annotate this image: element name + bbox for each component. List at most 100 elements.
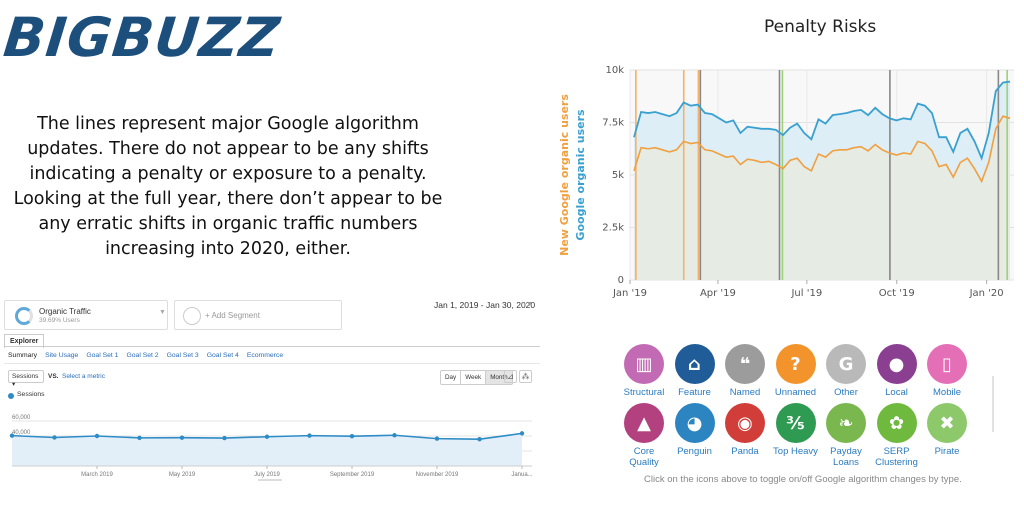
chevron-down-icon[interactable]: ▼	[526, 301, 533, 308]
y-tick-label: 5k	[612, 170, 624, 181]
algorithm-label: SERP Clustering	[875, 446, 918, 468]
chart-title: Penalty Risks	[764, 17, 877, 37]
y-axis-label-new-users: New Google organic users	[558, 94, 571, 256]
penalty-risks-chart: 0 2.5k 5k 7.5k 10k Jan '19 Apr '19 Jul '19 Oct '…	[558, 65, 1014, 299]
x-tick-label: Apr '19	[700, 288, 736, 299]
empty-ring-icon	[183, 307, 201, 325]
resize-handle	[258, 479, 282, 481]
segment-ring-icon	[15, 307, 33, 325]
x-tick-label: March 2019	[81, 472, 113, 478]
algorithm-toggle-top-heavy[interactable]: ⅗ Top Heavy	[770, 403, 822, 457]
algorithm-toggle-core-quality[interactable]: ▲ Core Quality	[618, 403, 670, 468]
sessions-point	[519, 431, 525, 436]
x-tick-label: Jan '19	[612, 288, 647, 299]
cluster-icon: ✿	[876, 403, 917, 443]
series-line-google-users	[633, 80, 1011, 161]
date-range[interactable]: Jan 1, 2019 - Jan 30, 2020	[434, 300, 536, 310]
motion-chart-icon[interactable]: ⁂	[519, 370, 532, 383]
question-icon: ?	[775, 344, 816, 384]
skull-icon: ✖	[927, 403, 967, 443]
panda-icon: ◉	[725, 403, 765, 443]
period-toggle: Day Week Month	[440, 370, 513, 385]
series-line-new-users	[633, 115, 1011, 184]
segment-selector[interactable]: Organic Traffic 39.69% Users ▼	[4, 300, 168, 330]
y-tick-label: 2.5k	[602, 223, 624, 234]
subnav-item-ecommerce[interactable]: Ecommerce	[246, 352, 284, 359]
explorer-subnav: Summary Site Usage Goal Set 1 Goal Set 2 Goa…	[8, 352, 291, 359]
add-segment-label: + Add Segment	[205, 311, 260, 320]
algorithm-toggle-local[interactable]: ● Local	[871, 344, 923, 398]
algorithm-label: Other	[834, 387, 858, 398]
period-day-button[interactable]: Day	[441, 371, 462, 384]
sessions-point	[392, 433, 397, 438]
mobile-icon: ▯	[927, 344, 967, 384]
penguin-icon: ◕	[674, 403, 715, 443]
divider	[4, 363, 540, 364]
subnav-item-goal-set-1[interactable]: Goal Set 1	[86, 352, 119, 359]
line-chart-icon[interactable]: ⊿	[504, 370, 517, 383]
flame-icon: ▲	[624, 403, 664, 443]
quote-icon: ❝	[725, 344, 765, 384]
algorithm-toggle-pirate[interactable]: ✖ Pirate	[921, 403, 973, 457]
algorithm-toggle-mobile[interactable]: ▯ Mobile	[921, 344, 973, 398]
subnav-item-goal-set-4[interactable]: Goal Set 4	[206, 352, 239, 359]
leaf-icon: ❧	[826, 403, 866, 443]
x-tick-label: Oct '19	[879, 288, 915, 299]
x-tick-label: November 2019	[416, 472, 459, 478]
x-tick-label: September 2019	[330, 472, 375, 478]
chevron-down-icon[interactable]: ▼	[159, 309, 166, 316]
sessions-point	[137, 435, 142, 441]
map-pin-icon: ●	[876, 344, 917, 384]
segment-name: Organic Traffic	[39, 307, 91, 316]
sessions-point	[222, 435, 227, 441]
algorithm-label: Penguin	[677, 446, 712, 457]
algorithm-toggle-structural[interactable]: ▥ Structural	[618, 344, 670, 398]
sessions-point	[52, 435, 57, 440]
sessions-point	[264, 434, 270, 439]
subnav-item-goal-set-3[interactable]: Goal Set 3	[166, 352, 199, 359]
bigbuzz-logo: BIGBUZZ	[0, 6, 284, 69]
algorithm-toggle-penguin[interactable]: ◕ Penguin	[669, 403, 721, 457]
algorithm-toggle-other[interactable]: G Other	[820, 344, 872, 398]
scrollbar[interactable]	[992, 376, 994, 432]
y-tick-label: 60,000	[12, 415, 31, 421]
algorithm-toggle-payday-loans[interactable]: ❧ Payday Loans	[820, 403, 872, 468]
algorithm-label: Payday Loans	[830, 446, 862, 468]
algorithm-label: Unnamed	[774, 387, 817, 398]
sessions-point	[307, 433, 312, 438]
algorithm-label: Mobile	[933, 387, 961, 398]
metric-select-value: Sessions	[12, 373, 39, 380]
algorithm-label: Top Heavy	[773, 446, 818, 457]
logo-text: BIGBUZZ	[0, 6, 284, 69]
y-tick-label: 40,000	[12, 430, 31, 436]
top-heavy-icon: ⅗	[775, 403, 816, 443]
subnav-item-summary[interactable]: Summary	[8, 352, 38, 359]
sessions-point	[94, 433, 100, 439]
tab-explorer[interactable]: Explorer	[4, 334, 45, 348]
icons-note: Click on the icons above to toggle on/of…	[644, 474, 962, 485]
x-tick-label: May 2019	[169, 472, 196, 478]
metric-select[interactable]: Sessions ▾	[8, 370, 44, 388]
subnav-item-site-usage[interactable]: Site Usage	[45, 352, 79, 359]
algorithm-toggle-feature[interactable]: ⌂ Feature	[669, 344, 721, 398]
ga-panel: Organic Traffic 39.69% Users ▼ + Add Seg…	[0, 296, 545, 512]
sessions-point	[179, 435, 185, 440]
subnav-item-goal-set-2[interactable]: Goal Set 2	[126, 352, 159, 359]
select-metric-link[interactable]: Select a metric	[62, 373, 105, 380]
algorithm-label: Feature	[678, 387, 711, 398]
add-segment-button[interactable]: + Add Segment	[174, 300, 342, 330]
sessions-point	[9, 433, 15, 438]
sessions-area	[12, 433, 522, 466]
period-week-button[interactable]: Week	[461, 371, 487, 384]
segment-sub: 39.69% Users	[39, 317, 80, 324]
algorithm-label: Local	[885, 387, 908, 398]
algorithm-toggle-serp-clustering[interactable]: ✿ SERP Clustering	[871, 403, 923, 468]
period-month-button[interactable]: Month	[486, 371, 512, 384]
algorithm-toggle-named[interactable]: ❝ Named	[719, 344, 771, 398]
algorithm-toggle-unnamed[interactable]: ? Unnamed	[770, 344, 822, 398]
divider	[4, 346, 540, 347]
algorithm-label: Core Quality	[629, 446, 659, 468]
x-tick-label: Jan '20	[969, 288, 1004, 299]
algorithm-label: Structural	[623, 387, 665, 398]
algorithm-toggle-panda[interactable]: ◉ Panda	[719, 403, 771, 457]
